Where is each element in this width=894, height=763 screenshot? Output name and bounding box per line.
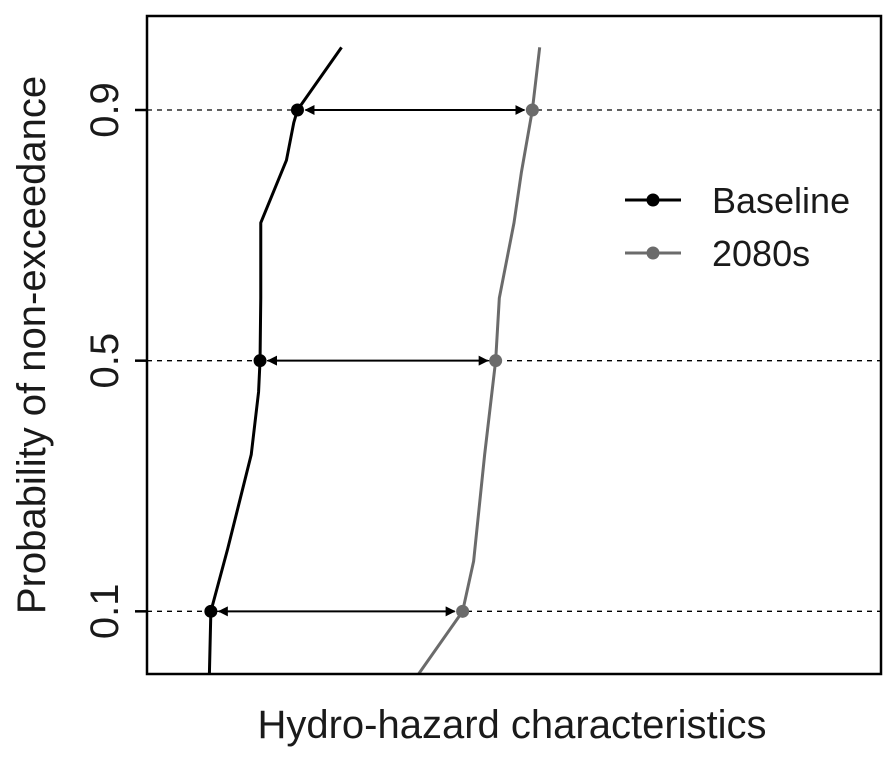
- difference-arrows: [217, 105, 526, 617]
- legend-label: 2080s: [712, 233, 810, 274]
- data-point: [456, 604, 470, 618]
- legend-marker: [646, 246, 660, 260]
- legend: Baseline 2080s: [625, 180, 850, 274]
- series-line: [207, 46, 343, 675]
- plot-frame: [145, 14, 883, 676]
- data-point: [525, 103, 539, 117]
- y-axis-label: Probability of non-exceedance: [10, 76, 54, 614]
- legend-marker: [646, 193, 660, 207]
- data-point: [253, 354, 267, 368]
- y-axis-ticks: 0.1 0.5 0.9: [83, 82, 147, 639]
- series-markers: [204, 103, 539, 618]
- legend-label: Baseline: [712, 180, 850, 221]
- series-lines: [207, 46, 542, 675]
- series-line: [417, 47, 542, 675]
- x-axis-label: Hydro-hazard characteristics: [257, 703, 766, 747]
- y-tick-label: 0.9: [83, 82, 127, 138]
- data-point: [489, 354, 503, 368]
- y-tick-label: 0.1: [83, 584, 127, 640]
- y-tick-label: 0.5: [83, 333, 127, 389]
- data-point: [290, 103, 304, 117]
- data-point: [204, 604, 218, 618]
